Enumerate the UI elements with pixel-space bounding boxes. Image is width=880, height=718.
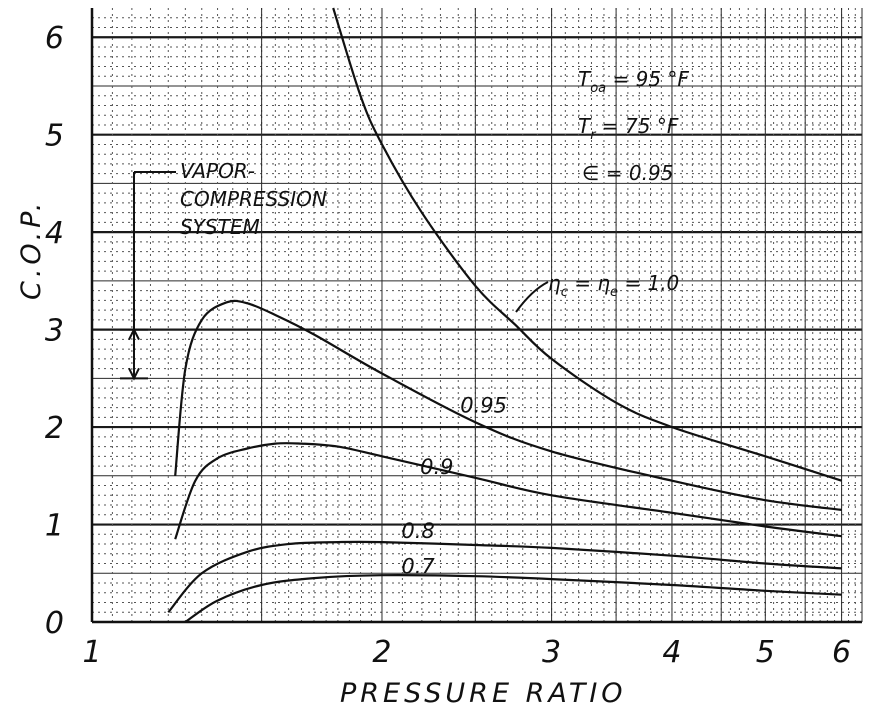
- grid: [92, 8, 863, 622]
- x-tick-label: 2: [372, 635, 391, 670]
- curve-label: 0.8: [401, 519, 434, 543]
- series-line-eta-0.8: [167, 540, 842, 614]
- series-curves: [167, 7, 842, 623]
- annotation-tr: Tr = 75 °F: [578, 114, 679, 143]
- x-tick-label: 4: [662, 635, 681, 670]
- y-tick-label: 6: [45, 21, 64, 56]
- x-axis-title: PRESSURE RATIO: [340, 678, 627, 709]
- x-tick-label: 1: [82, 635, 101, 670]
- x-tick-label: 6: [832, 635, 851, 670]
- y-tick-label: 3: [45, 314, 64, 349]
- axes: [90, 8, 863, 624]
- annotation-toa: Toa = 95 °F: [578, 67, 689, 96]
- y-tick-label: 5: [45, 119, 64, 154]
- series-line-eta-1.0: [332, 7, 842, 482]
- series-line-eta-0.7: [184, 574, 842, 623]
- y-tick-label: 2: [45, 411, 64, 446]
- vapor-arrow-top: [128, 327, 140, 341]
- x-tick-label: 5: [756, 635, 775, 670]
- annotation-eta: ηc = ηe = 1.0: [548, 271, 679, 300]
- y-tick-label: 0: [45, 606, 64, 641]
- vapor-label-line3: SYSTEM: [180, 215, 260, 239]
- y-tick-label: 4: [45, 216, 64, 251]
- vapor-label-line1: VAPOR-: [180, 159, 255, 183]
- vapor-label-line2: COMPRESSION: [180, 187, 327, 211]
- curve-labels: 0.95 0.9 0.8 0.7: [401, 393, 507, 578]
- x-tick-label: 3: [542, 635, 561, 670]
- series-line-eta-0.95: [174, 299, 842, 511]
- y-tick-label: 1: [45, 509, 64, 544]
- vapor-compression-range-bracket: [120, 171, 176, 381]
- curve-label: 0.9: [420, 455, 453, 479]
- series-line-eta-0.9: [174, 442, 842, 540]
- y-axis-title: C.O.P.: [16, 199, 47, 300]
- vapor-arrow-bottom: [128, 367, 140, 381]
- curve-label: 0.95: [460, 393, 507, 417]
- eta-leader-line: [515, 281, 549, 313]
- curve-label: 0.7: [401, 554, 435, 578]
- annotation-epsilon: ∈ = 0.95: [582, 161, 673, 185]
